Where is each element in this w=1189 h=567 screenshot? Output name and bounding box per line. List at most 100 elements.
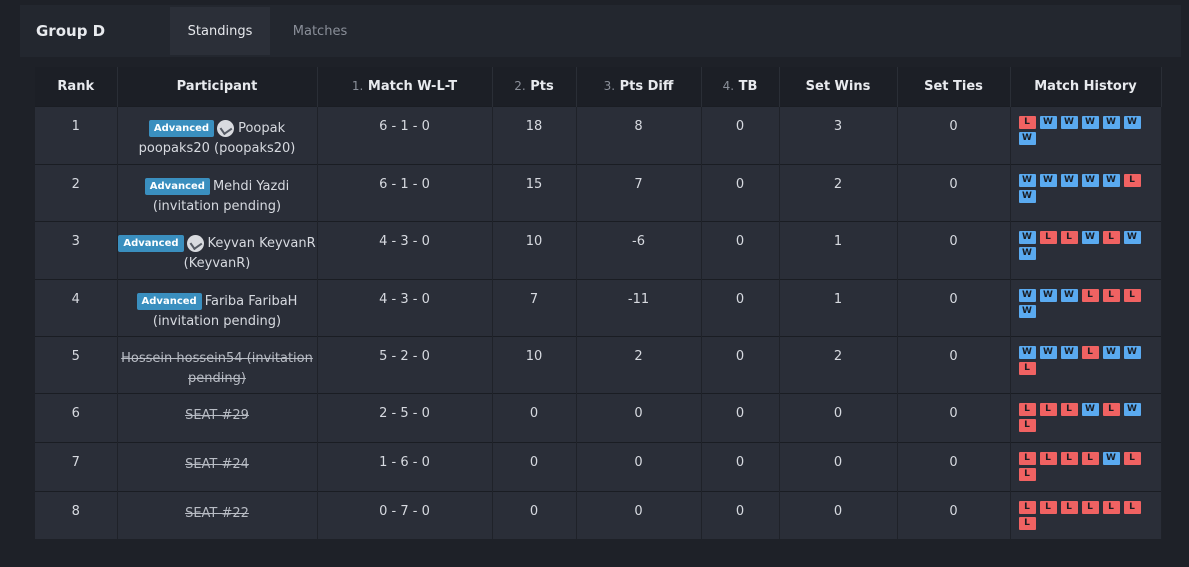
loss-chip[interactable]: L <box>1102 288 1120 302</box>
table-row[interactable]: 4 Advanced Fariba FaribaH (invitation pendi… <box>35 278 1162 336</box>
loss-chip[interactable]: L <box>1060 230 1078 244</box>
win-chip[interactable]: W <box>1018 246 1036 260</box>
col-set-wins[interactable]: Set Wins <box>779 67 898 106</box>
pts-value: 18 <box>525 118 543 134</box>
loss-chip[interactable]: L <box>1123 173 1141 187</box>
loss-chip[interactable]: L <box>1060 500 1078 514</box>
loss-chip[interactable]: L <box>1018 451 1036 465</box>
loss-chip[interactable]: L <box>1018 361 1036 375</box>
win-chip[interactable]: W <box>1018 304 1036 318</box>
loss-chip[interactable]: L <box>1123 500 1141 514</box>
win-chip[interactable]: W <box>1060 345 1078 359</box>
loss-chip[interactable]: L <box>1018 418 1036 432</box>
loss-chip[interactable]: L <box>1060 451 1078 465</box>
set-wins-cell: 3 <box>779 105 898 164</box>
set-wins-value: 1 <box>833 233 843 249</box>
participant-name[interactable]: SEAT #29 <box>185 407 249 423</box>
col-pts[interactable]: 2. Pts <box>492 67 577 106</box>
loss-chip[interactable]: L <box>1039 402 1057 416</box>
win-chip[interactable]: W <box>1060 115 1078 129</box>
tab-matches[interactable]: Matches <box>292 23 348 39</box>
loss-chip[interactable]: L <box>1018 402 1036 416</box>
win-chip[interactable]: W <box>1039 173 1057 187</box>
loss-chip[interactable]: L <box>1081 500 1099 514</box>
set-wins-cell: 2 <box>779 335 898 393</box>
col-participant[interactable]: Participant <box>117 67 318 106</box>
win-chip[interactable]: W <box>1018 345 1036 359</box>
win-chip[interactable]: W <box>1081 115 1099 129</box>
pts-diff-value: 0 <box>634 405 643 421</box>
rank-value: 6 <box>71 405 80 421</box>
tb-value: 0 <box>735 291 745 307</box>
loss-chip[interactable]: L <box>1102 402 1120 416</box>
loss-chip[interactable]: L <box>1081 451 1099 465</box>
advanced-badge: Advanced <box>136 292 202 310</box>
loss-chip[interactable]: L <box>1018 500 1036 514</box>
win-chip[interactable]: W <box>1081 402 1099 416</box>
table-row[interactable]: 3 Advanced Keyvan KeyvanR (KeyvanR) 4 - 3 - … <box>35 220 1162 279</box>
col-match-history[interactable]: Match History <box>1010 67 1162 106</box>
win-chip[interactable]: W <box>1018 131 1036 145</box>
loss-chip[interactable]: L <box>1018 115 1036 129</box>
win-chip[interactable]: W <box>1018 230 1036 244</box>
loss-chip[interactable]: L <box>1102 500 1120 514</box>
participant-name[interactable]: SEAT #24 <box>185 456 249 472</box>
col-pts-diff[interactable]: 3. Pts Diff <box>576 67 702 106</box>
loss-chip[interactable]: L <box>1123 288 1141 302</box>
tb-cell: 0 <box>701 441 780 491</box>
win-chip[interactable]: W <box>1102 345 1120 359</box>
pts-value: 0 <box>529 454 539 470</box>
table-row[interactable]: 2 Advanced Mehdi Yazdi (invitation pending)… <box>35 163 1162 221</box>
table-row[interactable]: 5 Hossein hossein54 (invitation pending) 5… <box>35 335 1162 393</box>
loss-chip[interactable]: L <box>1018 467 1036 481</box>
loss-chip[interactable]: L <box>1123 451 1141 465</box>
win-chip[interactable]: W <box>1081 173 1099 187</box>
win-chip[interactable]: W <box>1018 288 1036 302</box>
rank-cell: 2 <box>35 163 118 221</box>
loss-chip[interactable]: L <box>1039 500 1057 514</box>
win-chip[interactable]: W <box>1018 173 1036 187</box>
win-chip[interactable]: W <box>1018 189 1036 203</box>
set-wins-value: 0 <box>833 405 843 421</box>
win-chip[interactable]: W <box>1123 115 1141 129</box>
win-chip[interactable]: W <box>1039 115 1057 129</box>
tb-value: 0 <box>735 405 745 421</box>
participant-name[interactable]: Fariba FaribaH <box>204 293 298 309</box>
set-wins-value: 2 <box>833 348 843 364</box>
col-set-ties[interactable]: Set Ties <box>897 67 1011 106</box>
match-wlt-cell: 4 - 3 - 0 <box>317 278 493 336</box>
participant-name[interactable]: Hossein hossein54 (invitation pending) <box>121 350 313 386</box>
loss-chip[interactable]: L <box>1039 230 1057 244</box>
loss-chip[interactable]: L <box>1081 345 1099 359</box>
loss-chip[interactable]: L <box>1039 451 1057 465</box>
win-chip[interactable]: W <box>1060 173 1078 187</box>
win-chip[interactable]: W <box>1102 451 1120 465</box>
win-chip[interactable]: W <box>1123 345 1141 359</box>
participant-name[interactable]: Poopak <box>238 120 286 136</box>
table-row[interactable]: 1 Advanced Poopak poopaks20 (poopaks20) 6 - … <box>35 105 1162 164</box>
participant-name[interactable]: SEAT #22 <box>185 505 249 521</box>
loss-chip[interactable]: L <box>1060 402 1078 416</box>
tab-standings[interactable]: Standings <box>170 7 270 55</box>
participant-name[interactable]: Keyvan KeyvanR <box>207 235 316 251</box>
win-chip[interactable]: W <box>1039 288 1057 302</box>
col-match-wlt[interactable]: 1. Match W-L-T <box>317 67 493 106</box>
col-rank[interactable]: Rank <box>35 67 118 106</box>
win-chip[interactable]: W <box>1039 345 1057 359</box>
win-chip[interactable]: W <box>1123 402 1141 416</box>
win-chip[interactable]: W <box>1102 115 1120 129</box>
win-chip[interactable]: W <box>1060 288 1078 302</box>
participant-name[interactable]: Mehdi Yazdi <box>212 178 290 194</box>
win-chip[interactable]: W <box>1102 173 1120 187</box>
loss-chip[interactable]: L <box>1102 230 1120 244</box>
col-tb[interactable]: 4. TB <box>701 67 780 106</box>
win-chip[interactable]: W <box>1123 230 1141 244</box>
loss-chip[interactable]: L <box>1081 288 1099 302</box>
loss-chip[interactable]: L <box>1018 516 1036 530</box>
win-chip[interactable]: W <box>1081 230 1099 244</box>
